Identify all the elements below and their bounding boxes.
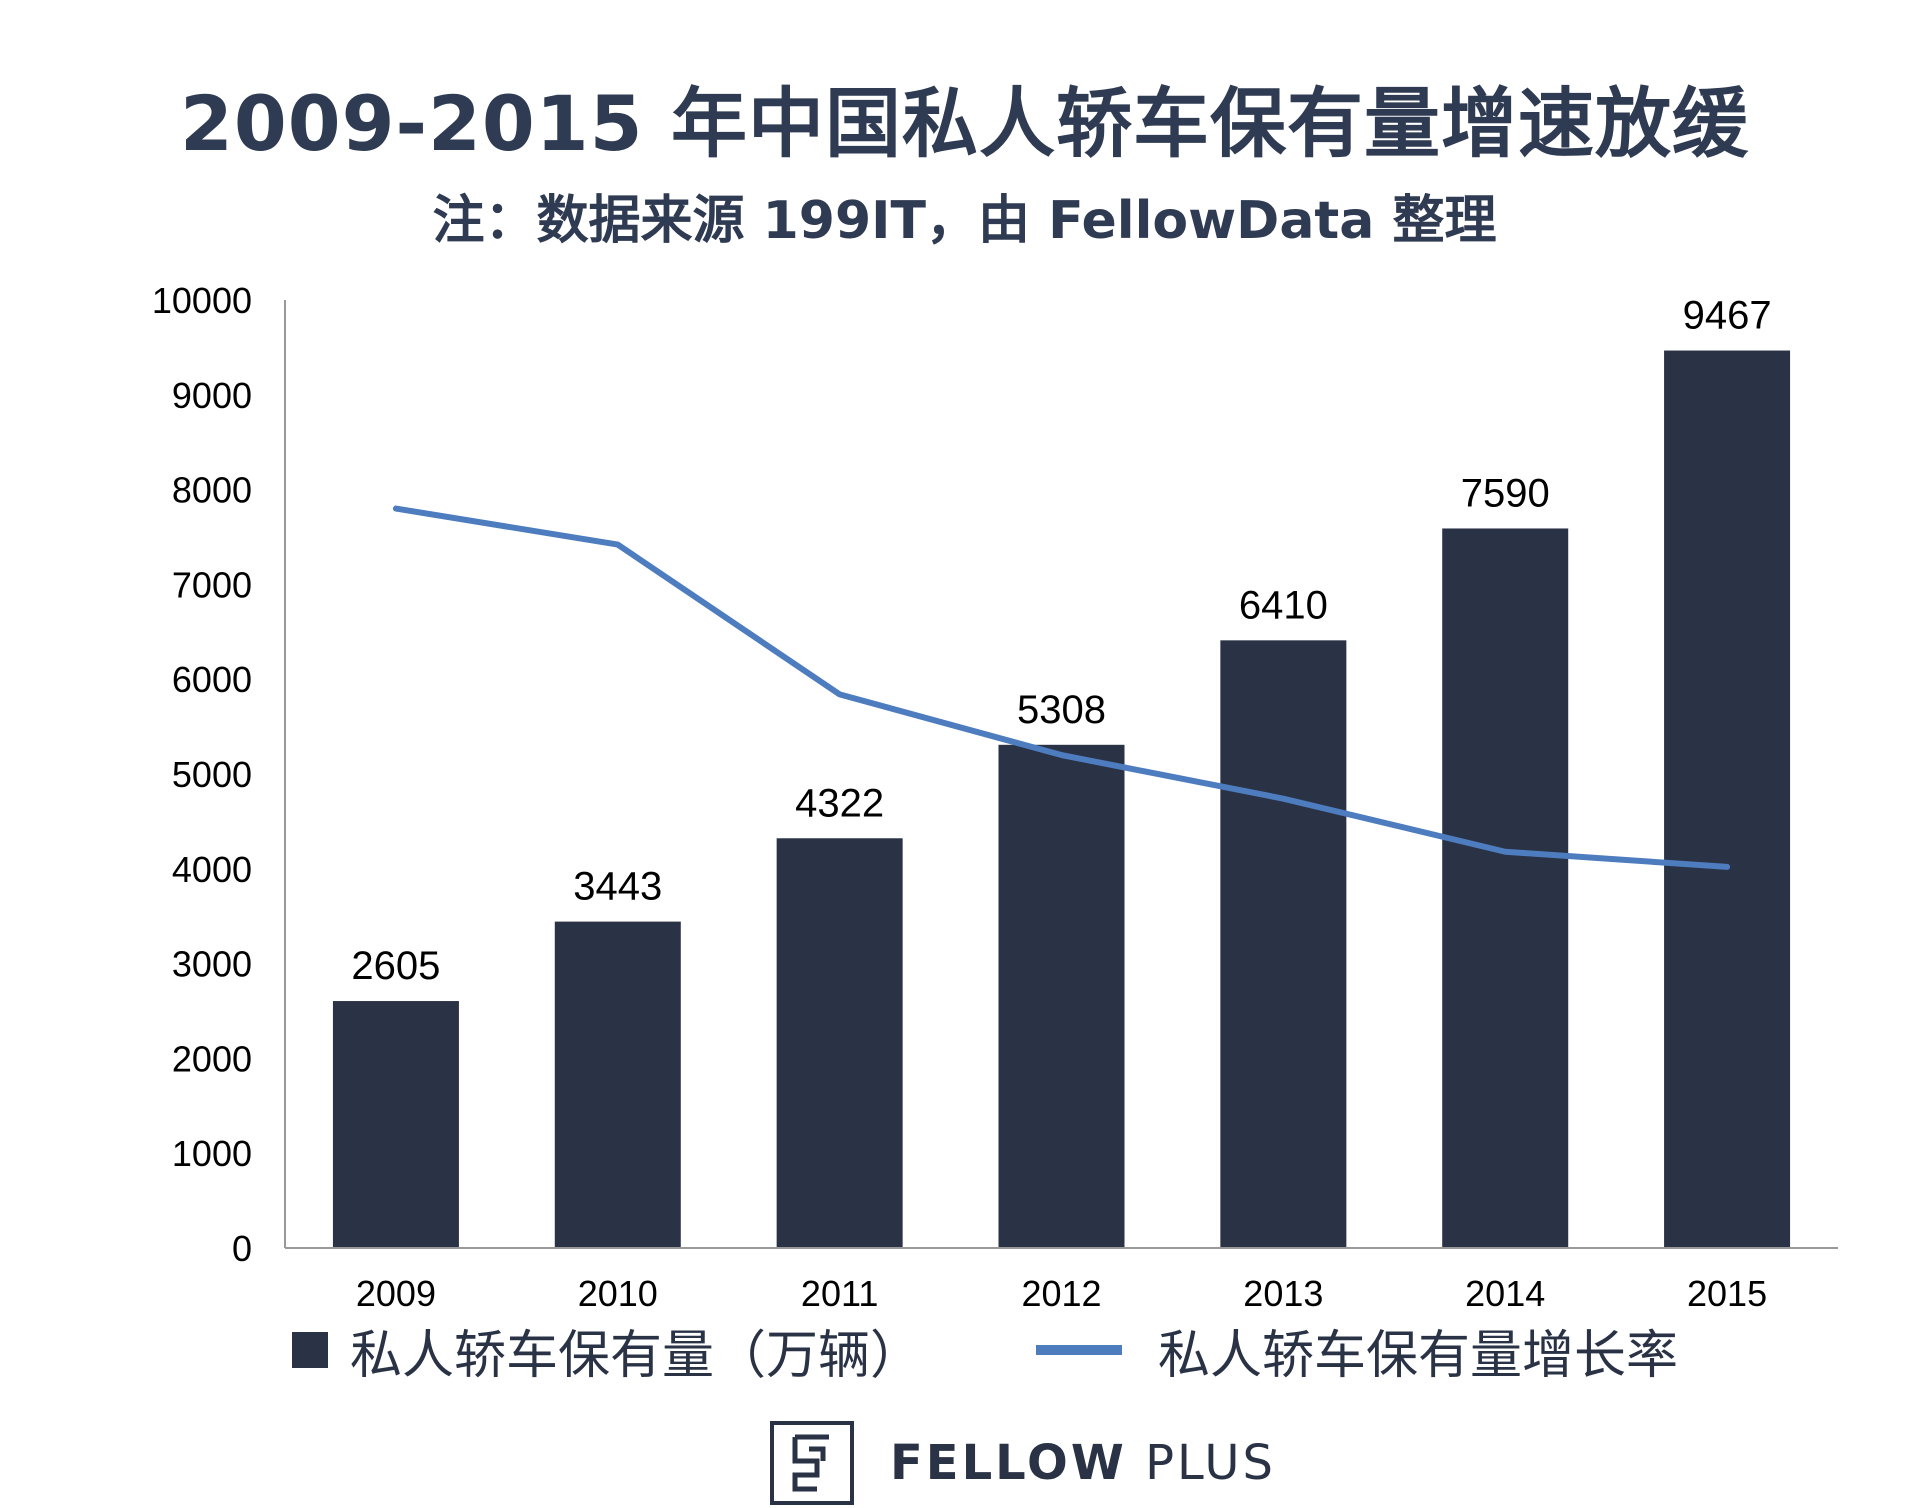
y-tick-label: 6000 bbox=[172, 659, 252, 700]
y-tick-label: 0 bbox=[232, 1228, 252, 1269]
bar-value-label: 5308 bbox=[1017, 688, 1106, 732]
bar-value-label: 9467 bbox=[1683, 294, 1772, 338]
x-tick-label: 2013 bbox=[1243, 1273, 1323, 1314]
legend-bar-swatch bbox=[292, 1332, 328, 1368]
x-tick-label: 2012 bbox=[1021, 1273, 1101, 1314]
y-tick-label: 1000 bbox=[172, 1133, 252, 1174]
y-tick-label: 10000 bbox=[152, 280, 252, 321]
bar-2014 bbox=[1442, 528, 1568, 1248]
legend-item-line: 私人轿车保有量增长率 bbox=[1036, 1310, 1678, 1390]
brand: FELLOW PLUS bbox=[770, 1418, 1276, 1508]
bar-2011 bbox=[777, 838, 903, 1248]
bar-2009 bbox=[333, 1001, 459, 1248]
y-tick-label: 9000 bbox=[172, 375, 252, 416]
x-tick-label: 2010 bbox=[578, 1273, 658, 1314]
bar-value-label: 2605 bbox=[351, 944, 440, 988]
legend-line-label: 私人轿车保有量增长率 bbox=[1158, 1313, 1678, 1388]
bar-value-label: 3443 bbox=[573, 865, 662, 909]
fellow-plus-logo-icon bbox=[770, 1421, 854, 1505]
legend-item-bar: 私人轿车保有量（万辆） bbox=[292, 1310, 922, 1390]
chart-area: 0 1000 2000 3000 4000 5000 6000 7000 8000 9000 100… bbox=[0, 0, 1929, 1330]
x-tick-label: 2015 bbox=[1687, 1273, 1767, 1314]
bar-2012 bbox=[999, 745, 1125, 1248]
brand-name-bold: FELLOW bbox=[890, 1435, 1127, 1491]
brand-name-light: PLUS bbox=[1145, 1435, 1276, 1491]
bar-2015 bbox=[1664, 351, 1790, 1248]
bar-2013 bbox=[1220, 640, 1346, 1248]
bar-2010 bbox=[555, 922, 681, 1248]
y-tick-label: 7000 bbox=[172, 564, 252, 605]
y-tick-label: 8000 bbox=[172, 470, 252, 511]
bar-value-label: 7590 bbox=[1461, 471, 1550, 515]
brand-name: FELLOW PLUS bbox=[890, 1435, 1276, 1491]
y-tick-label: 5000 bbox=[172, 754, 252, 795]
x-tick-label: 2011 bbox=[801, 1273, 878, 1314]
x-tick-label: 2009 bbox=[356, 1273, 436, 1314]
bar-value-label: 4322 bbox=[795, 781, 884, 825]
legend-bar-label: 私人轿车保有量（万辆） bbox=[350, 1313, 922, 1388]
y-tick-label: 3000 bbox=[172, 944, 252, 985]
chart-legend: 私人轿车保有量（万辆） 私人轿车保有量增长率 bbox=[0, 1310, 1929, 1390]
legend-line-swatch bbox=[1036, 1345, 1122, 1355]
bar-value-label: 6410 bbox=[1239, 583, 1328, 627]
y-tick-label: 2000 bbox=[172, 1038, 252, 1079]
y-tick-label: 4000 bbox=[172, 849, 252, 890]
x-tick-label: 2014 bbox=[1465, 1273, 1545, 1314]
